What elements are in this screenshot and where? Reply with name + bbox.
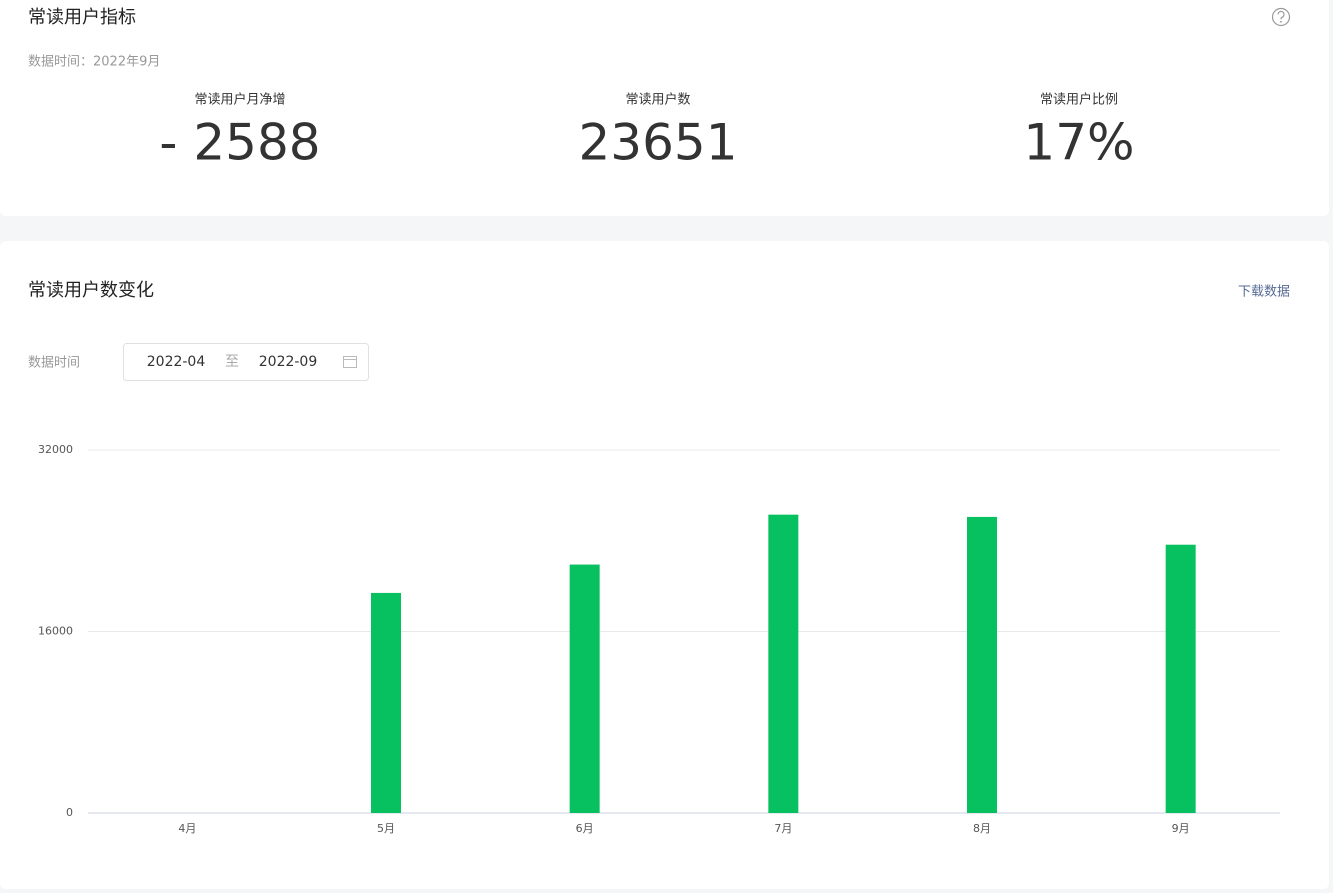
date-range-picker[interactable] xyxy=(123,343,369,381)
metrics-card xyxy=(0,0,1329,216)
help-icon[interactable] xyxy=(1271,7,1291,27)
chart: 0 16000 32000 4月 5月 6月 7月 8月 9月 xyxy=(38,443,1280,835)
card-title: 常读用户指标 xyxy=(28,7,136,28)
y-tick-label: 0 xyxy=(66,806,73,819)
download-link[interactable]: 下载数据 xyxy=(1238,285,1290,300)
y-tick-label: 32000 xyxy=(38,443,73,456)
metric-value: 23651 xyxy=(578,114,737,172)
card-title: 常读用户数变化 xyxy=(28,280,154,301)
x-tick-label: 6月 xyxy=(576,822,594,835)
bar xyxy=(768,514,799,813)
x-tick-label: 5月 xyxy=(377,822,395,835)
x-tick-label: 7月 xyxy=(774,822,792,835)
bar xyxy=(967,516,997,813)
calendar-icon[interactable] xyxy=(343,356,357,368)
filter-label: 数据时间 xyxy=(28,356,80,371)
metric-value: 17% xyxy=(1023,114,1134,172)
bar xyxy=(569,564,600,813)
metric-label: 常读用户比例 xyxy=(1040,92,1118,108)
bar xyxy=(1165,544,1196,813)
x-tick-label: 8月 xyxy=(973,822,991,835)
bar xyxy=(371,592,401,813)
x-tick-label: 9月 xyxy=(1172,822,1190,835)
trend-card xyxy=(0,241,1329,889)
metric-value: - 2588 xyxy=(159,114,320,172)
x-tick-label: 4月 xyxy=(178,822,196,835)
range-separator: 至 xyxy=(225,354,239,370)
metric-label: 常读用户数 xyxy=(625,92,690,108)
start-date[interactable]: 2022-04 xyxy=(147,354,206,370)
y-tick-label: 16000 xyxy=(38,625,73,638)
end-date[interactable]: 2022-09 xyxy=(259,354,318,370)
data-time: 数据时间：2022年9月 xyxy=(28,55,160,70)
metric-label: 常读用户月净增 xyxy=(194,92,285,108)
